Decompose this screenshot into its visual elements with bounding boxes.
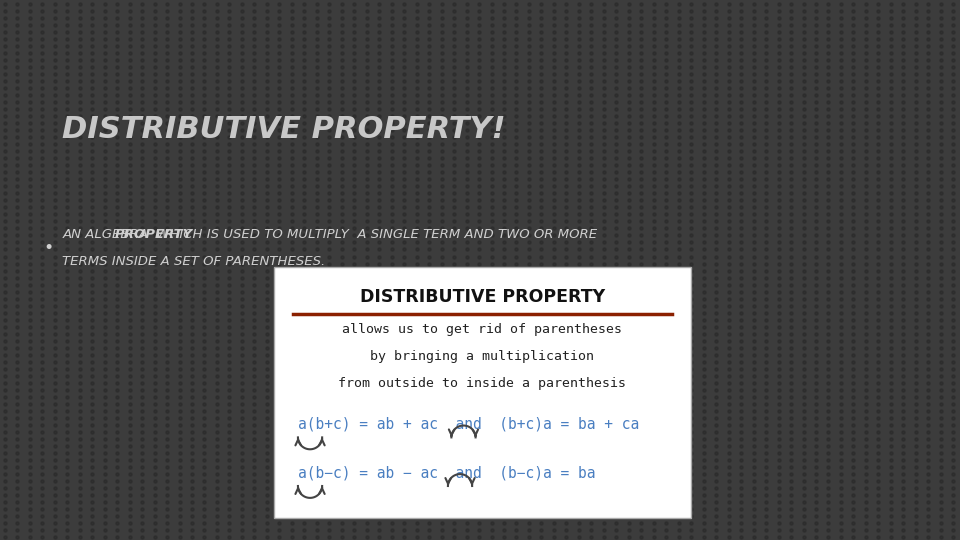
Text: a(b−c) = ab − ac  and  (b−c)a = ba: a(b−c) = ab − ac and (b−c)a = ba	[298, 465, 595, 480]
Text: PROPERTY: PROPERTY	[114, 228, 193, 241]
Text: DISTRIBUTIVE PROPERTY: DISTRIBUTIVE PROPERTY	[360, 288, 605, 306]
Text: •: •	[43, 239, 54, 258]
Text: a(b+c) = ab + ac  and  (b+c)a = ba + ca: a(b+c) = ab + ac and (b+c)a = ba + ca	[298, 416, 638, 431]
Text: TERMS INSIDE A SET OF PARENTHESES.: TERMS INSIDE A SET OF PARENTHESES.	[62, 255, 325, 268]
FancyBboxPatch shape	[274, 267, 691, 518]
Text: WHICH IS USED TO MULTIPLY  A SINGLE TERM AND TWO OR MORE: WHICH IS USED TO MULTIPLY A SINGLE TERM …	[152, 228, 597, 241]
Text: by bringing a multiplication: by bringing a multiplication	[371, 350, 594, 363]
Text: allows us to get rid of parentheses: allows us to get rid of parentheses	[343, 323, 622, 336]
Text: from outside to inside a parenthesis: from outside to inside a parenthesis	[338, 377, 626, 390]
Text: DISTRIBUTIVE PROPERTY!: DISTRIBUTIVE PROPERTY!	[62, 115, 506, 144]
Text: AN ALGEBRA: AN ALGEBRA	[62, 228, 153, 241]
